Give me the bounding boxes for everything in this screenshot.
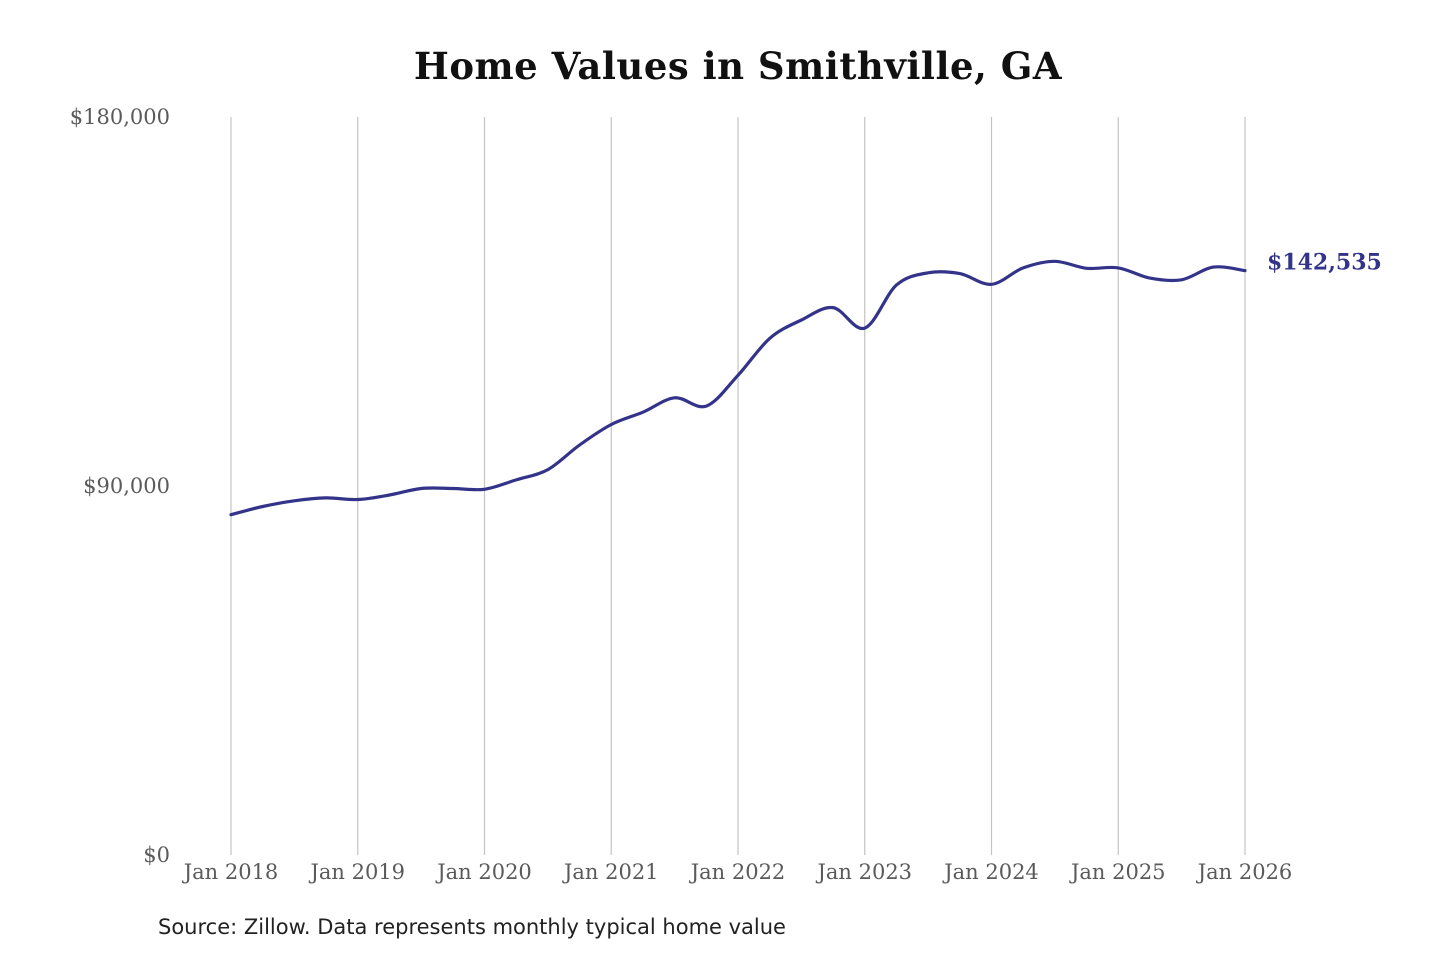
data-point	[451, 487, 454, 490]
data-point	[927, 271, 930, 274]
data-point	[1148, 277, 1151, 280]
data-point	[895, 284, 898, 287]
data-point	[863, 327, 866, 330]
y-tick-label: $180,000	[70, 105, 170, 129]
x-tick-label: Jan 2024	[942, 860, 1039, 884]
y-axis-labels: $0 $90,000 $180,000	[70, 105, 170, 867]
x-tick-label: Jan 2022	[689, 860, 786, 884]
x-tick-label: Jan 2023	[815, 860, 912, 884]
data-point	[229, 513, 232, 516]
data-point	[1180, 278, 1183, 281]
x-tick-label: Jan 2020	[435, 860, 532, 884]
data-point	[800, 318, 803, 321]
series-layer	[229, 259, 1247, 517]
chart-title: Home Values in Smithville, GA	[413, 44, 1063, 88]
data-point	[483, 488, 486, 491]
data-point	[1085, 267, 1088, 270]
y-tick-label: $0	[143, 843, 170, 867]
data-point	[673, 396, 676, 399]
data-point	[356, 498, 359, 501]
data-point	[990, 283, 993, 286]
end-value-label: $142,535	[1267, 250, 1382, 276]
x-tick-label: Jan 2026	[1196, 860, 1293, 884]
data-point	[832, 306, 835, 309]
data-point	[1243, 269, 1246, 272]
data-point	[261, 505, 264, 508]
data-point	[515, 478, 518, 481]
data-point	[1212, 266, 1215, 269]
chart-source: Source: Zillow. Data represents monthly …	[158, 915, 786, 939]
data-point	[705, 405, 708, 408]
data-point	[420, 487, 423, 490]
x-axis-labels: Jan 2018 Jan 2019 Jan 2020 Jan 2021 Jan 2022…	[182, 860, 1293, 884]
data-point	[325, 496, 328, 499]
data-point	[768, 337, 771, 340]
data-point	[610, 423, 613, 426]
data-point	[1117, 266, 1120, 269]
x-tick-label: Jan 2018	[182, 860, 279, 884]
x-tick-label: Jan 2019	[308, 860, 405, 884]
data-point	[578, 443, 581, 446]
y-tick-label: $90,000	[83, 474, 170, 498]
series-line	[229, 259, 1247, 517]
data-point	[1053, 260, 1056, 263]
x-tick-label: Jan 2025	[1069, 860, 1166, 884]
data-point	[641, 411, 644, 414]
data-point	[546, 468, 549, 471]
data-point	[293, 499, 296, 502]
gridlines	[230, 117, 1246, 855]
data-point	[1022, 266, 1025, 269]
data-point	[958, 272, 961, 275]
x-tick-label: Jan 2021	[562, 860, 659, 884]
data-point	[388, 493, 391, 496]
data-point	[736, 374, 739, 377]
